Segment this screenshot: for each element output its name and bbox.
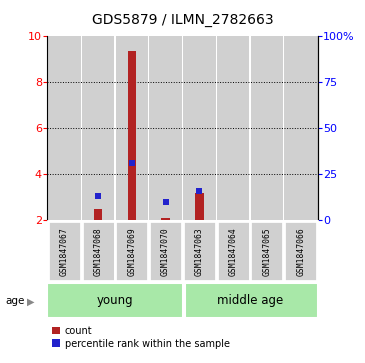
Legend: count, percentile rank within the sample: count, percentile rank within the sample — [52, 326, 230, 348]
Bar — [149, 36, 182, 220]
Bar — [250, 221, 284, 281]
Bar — [283, 36, 284, 220]
Bar — [115, 36, 149, 220]
Bar — [284, 221, 317, 281]
Text: GSM1847064: GSM1847064 — [228, 227, 238, 276]
Bar — [182, 36, 216, 220]
Bar — [94, 209, 102, 220]
Bar — [284, 36, 318, 220]
Text: GSM1847066: GSM1847066 — [296, 227, 305, 276]
Text: GSM1847068: GSM1847068 — [93, 227, 103, 276]
Bar — [128, 51, 136, 220]
Bar — [148, 36, 149, 220]
Text: GSM1847063: GSM1847063 — [195, 227, 204, 276]
Text: middle age: middle age — [217, 294, 283, 307]
Bar — [114, 36, 116, 220]
Bar — [216, 36, 250, 220]
Text: GSM1847069: GSM1847069 — [127, 227, 137, 276]
Text: age: age — [5, 296, 25, 306]
Bar — [81, 36, 82, 220]
Bar — [195, 193, 204, 220]
Bar — [216, 36, 217, 220]
Bar — [81, 221, 115, 281]
Bar — [161, 219, 170, 220]
Bar — [81, 36, 115, 220]
Text: ▶: ▶ — [27, 296, 34, 306]
Bar — [182, 36, 183, 220]
Bar — [250, 36, 284, 220]
Text: GSM1847065: GSM1847065 — [262, 227, 272, 276]
Text: young: young — [97, 294, 133, 307]
Bar — [183, 221, 216, 281]
Text: GSM1847070: GSM1847070 — [161, 227, 170, 276]
Bar — [48, 221, 81, 281]
Text: GSM1847067: GSM1847067 — [60, 227, 69, 276]
Bar — [149, 221, 182, 281]
Bar — [185, 283, 318, 318]
Bar — [249, 36, 251, 220]
Bar — [216, 221, 250, 281]
Bar — [115, 221, 149, 281]
Bar — [47, 283, 182, 318]
Text: GDS5879 / ILMN_2782663: GDS5879 / ILMN_2782663 — [92, 13, 273, 27]
Bar — [47, 36, 81, 220]
